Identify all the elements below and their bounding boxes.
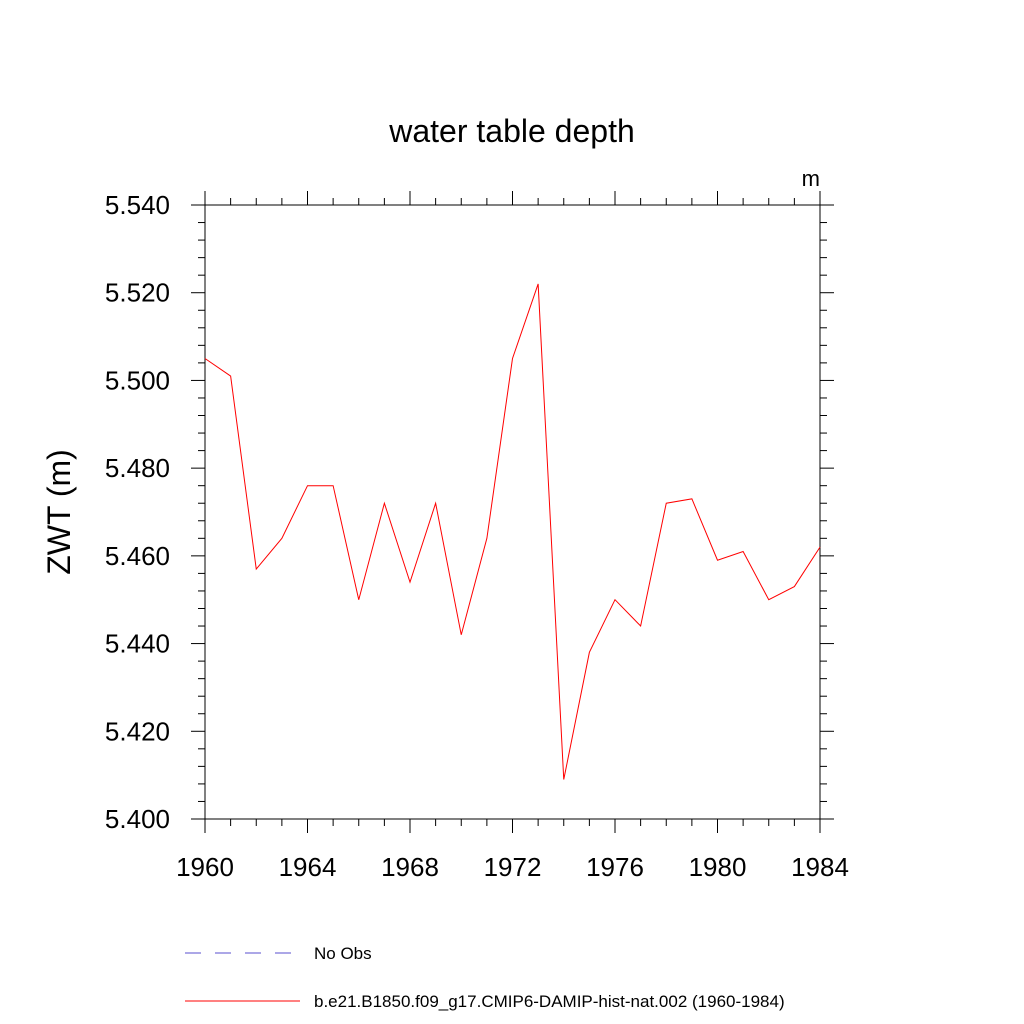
y-tick-label: 5.440 bbox=[105, 629, 170, 659]
axis-tick-labels: 1960 1964 1968 1972 1976 1980 1984 5.400 5.420 5.… bbox=[105, 190, 849, 882]
axis-ticks bbox=[191, 191, 834, 833]
chart-title: water table depth bbox=[388, 113, 635, 149]
x-tick-label: 1976 bbox=[586, 852, 644, 882]
y-tick-label: 5.420 bbox=[105, 716, 170, 746]
x-tick-label: 1980 bbox=[689, 852, 747, 882]
units-label: m bbox=[802, 166, 820, 191]
y-tick-label: 5.460 bbox=[105, 541, 170, 571]
x-tick-label: 1960 bbox=[176, 852, 234, 882]
y-axis-label: ZWT (m) bbox=[41, 449, 77, 575]
x-tick-label: 1964 bbox=[279, 852, 337, 882]
y-tick-label: 5.540 bbox=[105, 190, 170, 220]
y-tick-label: 5.500 bbox=[105, 365, 170, 395]
y-tick-label: 5.400 bbox=[105, 804, 170, 834]
legend-label: No Obs bbox=[314, 944, 372, 963]
legend-label: b.e21.B1850.f09_g17.CMIP6-DAMIP-hist-nat… bbox=[314, 992, 785, 1011]
y-tick-label: 5.520 bbox=[105, 278, 170, 308]
x-tick-label: 1972 bbox=[484, 852, 542, 882]
x-tick-label: 1984 bbox=[791, 852, 849, 882]
legend: No Obs b.e21.B1850.f09_g17.CMIP6-DAMIP-hi… bbox=[185, 944, 785, 1011]
y-tick-label: 5.480 bbox=[105, 453, 170, 483]
x-tick-label: 1968 bbox=[381, 852, 439, 882]
series-layer bbox=[204, 283, 821, 780]
plot-frame bbox=[204, 204, 821, 820]
series-line bbox=[204, 283, 821, 780]
